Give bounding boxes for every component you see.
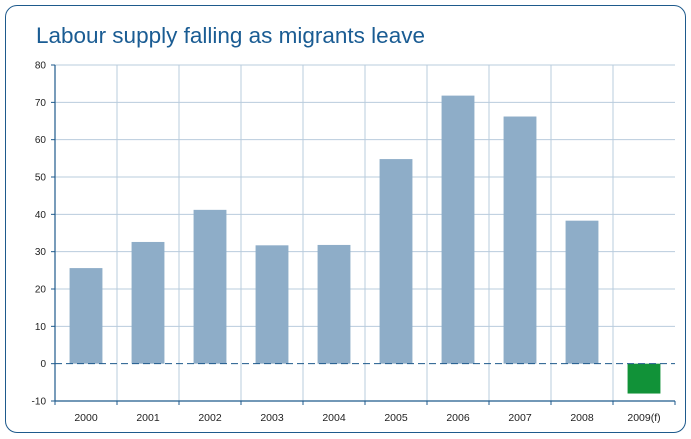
x-tick-label: 2002 (198, 412, 222, 424)
bar-forecast (627, 363, 661, 394)
tick-labels: -10 0 10 20 30 40 50 60 70 80 2000 2001 2002 2003 2004… (32, 61, 661, 425)
bar (379, 159, 413, 364)
bar (317, 244, 351, 364)
bar (255, 245, 289, 364)
x-tick-label: 2004 (322, 412, 346, 424)
y-tick-label: 20 (35, 285, 47, 296)
bar (441, 95, 475, 364)
bar (503, 116, 537, 364)
y-tick-label: 80 (35, 61, 47, 72)
y-tick-label: 30 (35, 247, 47, 258)
bar (69, 268, 103, 364)
x-tick-label: 2008 (570, 412, 594, 424)
x-tick-label: 2001 (136, 412, 160, 424)
y-tick-label: 60 (35, 135, 47, 146)
y-tick-label: 0 (40, 359, 46, 370)
y-tick-label: 10 (35, 322, 47, 333)
y-tick-label: 70 (35, 98, 47, 109)
x-tick-label: 2000 (74, 412, 98, 424)
y-tick-label: -10 (32, 397, 47, 408)
bar-chart: -10 0 10 20 30 40 50 60 70 80 2000 2001 2002 2003 2004… (32, 61, 676, 425)
y-tick-label: 50 (35, 173, 47, 184)
chart-title: Labour supply falling as migrants leave (36, 23, 425, 48)
x-tick-label: 2003 (260, 412, 284, 424)
x-tick-label: 2006 (446, 412, 470, 424)
x-tick-label: 2007 (508, 412, 532, 424)
bar (565, 220, 599, 364)
bar (131, 241, 165, 364)
axes (51, 64, 676, 405)
bar (193, 209, 227, 364)
bars (69, 95, 661, 394)
x-tick-label: 2005 (384, 412, 408, 424)
x-tick-label: 2009(f) (627, 412, 660, 424)
y-tick-label: 40 (35, 210, 47, 221)
chart-frame: Labour supply falling as migrants leave … (5, 5, 686, 433)
